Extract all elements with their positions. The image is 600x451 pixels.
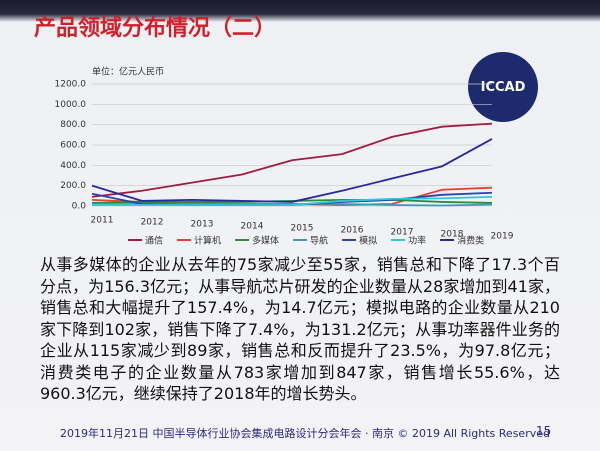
- y-tick-label: 1200.0: [55, 80, 87, 90]
- series-line: [92, 195, 493, 206]
- y-tick-label: 200.0: [60, 181, 86, 191]
- y-tick-label: 800.0: [60, 120, 86, 130]
- series-line: [91, 138, 493, 203]
- legend-label: 通信: [145, 235, 163, 247]
- x-tick-label: 2011: [91, 216, 114, 226]
- legend-label: 导航: [310, 235, 328, 247]
- y-tick-label: 1000.0: [55, 100, 87, 110]
- legend-label: 计算机: [194, 235, 221, 247]
- x-tick-label: 2015: [291, 224, 314, 234]
- series-line: [91, 122, 493, 198]
- series-line: [91, 198, 493, 204]
- paragraph: 从事多媒体的企业从去年的75家减少至55家，销售总和下降了17.3个百分点，为1…: [40, 255, 560, 403]
- y-tick-label: 600.0: [60, 141, 86, 151]
- footer: 2019年11月21日 中国半导体行业协会集成电路设计分会年会 · 南京 © 2…: [60, 427, 550, 440]
- x-tick-label: 2012: [141, 218, 164, 228]
- x-tick-label: 2013: [191, 220, 214, 230]
- unit-label: 单位：亿元人民币: [92, 66, 164, 78]
- x-tick-label: 2019: [491, 232, 514, 242]
- legend-label: 多媒体: [252, 235, 279, 247]
- y-tick-label: 0.0: [72, 202, 87, 212]
- slide-title: 产品领域分布情况（二）: [34, 16, 277, 41]
- legend-label: 功率: [408, 235, 426, 247]
- page-number: 15: [536, 424, 552, 438]
- x-tick-label: 2018: [441, 230, 464, 240]
- x-tick-label: 2016: [341, 226, 364, 236]
- x-tick-label: 2017: [391, 228, 414, 238]
- legend-label: 模拟: [359, 235, 377, 247]
- x-tick-label: 2014: [241, 222, 264, 232]
- logo: ICCAD: [468, 52, 538, 122]
- legend-label: 消费类: [457, 235, 484, 247]
- y-tick-label: 400.0: [60, 161, 86, 171]
